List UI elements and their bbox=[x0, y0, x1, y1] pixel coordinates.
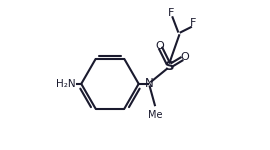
Text: F: F bbox=[168, 8, 174, 18]
Text: S: S bbox=[165, 60, 174, 73]
Text: N: N bbox=[145, 77, 154, 90]
Text: O: O bbox=[180, 52, 189, 62]
Text: Me: Me bbox=[148, 110, 162, 120]
Text: H₂N: H₂N bbox=[56, 79, 76, 89]
Text: O: O bbox=[155, 40, 164, 51]
Text: F: F bbox=[190, 18, 196, 28]
